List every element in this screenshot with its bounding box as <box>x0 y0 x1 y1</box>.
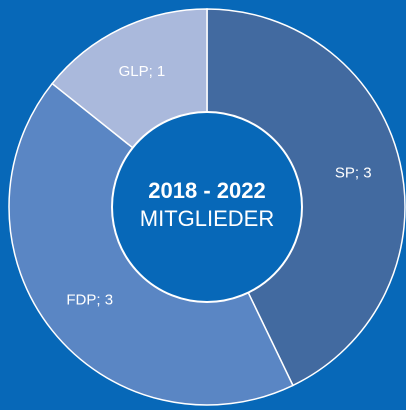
chart-subtitle: MITGLIEDER <box>140 206 274 231</box>
chart-title: 2018 - 2022 <box>148 178 265 203</box>
data-label: GLP; 1 <box>119 63 166 80</box>
donut-slice <box>206 8 406 387</box>
donut-hole <box>111 111 303 303</box>
data-label: SP; 3 <box>335 165 372 182</box>
data-label: FDP; 3 <box>66 291 113 308</box>
